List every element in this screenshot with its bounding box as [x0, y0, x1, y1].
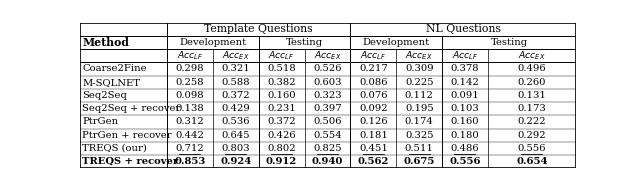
- Text: 0.309: 0.309: [405, 64, 433, 74]
- Text: 0.562: 0.562: [358, 157, 389, 166]
- Text: $Acc_{EX}$: $Acc_{EX}$: [314, 50, 341, 62]
- Text: 0.382: 0.382: [268, 78, 296, 87]
- Text: 0.556: 0.556: [518, 144, 546, 153]
- Text: 0.076: 0.076: [359, 91, 388, 100]
- Text: 0.292: 0.292: [518, 131, 546, 140]
- Text: $Acc_{EX}$: $Acc_{EX}$: [405, 50, 433, 62]
- Text: $Acc_{LF}$: $Acc_{LF}$: [177, 50, 203, 62]
- Text: 0.397: 0.397: [313, 104, 342, 113]
- Text: 0.556: 0.556: [449, 157, 481, 166]
- Text: NL Questions: NL Questions: [426, 24, 500, 34]
- Text: 0.912: 0.912: [266, 157, 297, 166]
- Text: 0.451: 0.451: [359, 144, 388, 153]
- Text: $Acc_{LF}$: $Acc_{LF}$: [452, 50, 478, 62]
- Text: Development: Development: [363, 38, 430, 47]
- Text: 0.511: 0.511: [405, 144, 434, 153]
- Text: $Acc_{LF}$: $Acc_{LF}$: [268, 50, 295, 62]
- Text: 0.160: 0.160: [451, 117, 479, 126]
- Text: Development: Development: [179, 38, 246, 47]
- Text: 0.654: 0.654: [516, 157, 548, 166]
- Text: 0.112: 0.112: [405, 91, 434, 100]
- Text: 0.442: 0.442: [175, 131, 204, 140]
- Text: Seq2Seq + recover: Seq2Seq + recover: [83, 104, 181, 113]
- Text: 0.092: 0.092: [359, 104, 388, 113]
- Text: 0.645: 0.645: [221, 131, 250, 140]
- Text: $Acc_{EX}$: $Acc_{EX}$: [222, 50, 250, 62]
- Text: 0.378: 0.378: [451, 64, 479, 74]
- Text: 0.940: 0.940: [312, 157, 343, 166]
- Text: 0.131: 0.131: [517, 91, 547, 100]
- Text: 0.603: 0.603: [313, 78, 342, 87]
- Text: Method: Method: [83, 37, 129, 48]
- Text: 0.486: 0.486: [451, 144, 479, 153]
- Text: 0.712: 0.712: [175, 144, 204, 153]
- Text: 0.195: 0.195: [405, 104, 434, 113]
- Text: 0.853: 0.853: [174, 157, 205, 166]
- Text: TREQS + recover: TREQS + recover: [83, 157, 179, 166]
- Text: 0.536: 0.536: [221, 117, 250, 126]
- Text: 0.181: 0.181: [359, 131, 388, 140]
- Text: 0.372: 0.372: [221, 91, 250, 100]
- Text: 0.372: 0.372: [268, 117, 296, 126]
- Text: 0.231: 0.231: [268, 104, 296, 113]
- Text: 0.506: 0.506: [313, 117, 342, 126]
- Text: 0.160: 0.160: [268, 91, 296, 100]
- Text: 0.803: 0.803: [221, 144, 250, 153]
- Text: 0.138: 0.138: [175, 104, 204, 113]
- Text: 0.086: 0.086: [359, 78, 388, 87]
- Text: TREQS (our): TREQS (our): [83, 144, 147, 153]
- Text: 0.588: 0.588: [221, 78, 250, 87]
- Text: 0.098: 0.098: [175, 91, 204, 100]
- Text: 0.260: 0.260: [518, 78, 546, 87]
- Text: 0.802: 0.802: [268, 144, 296, 153]
- Text: 0.924: 0.924: [220, 157, 252, 166]
- Text: 0.323: 0.323: [313, 91, 342, 100]
- Text: 0.091: 0.091: [451, 91, 479, 100]
- Text: 0.554: 0.554: [313, 131, 342, 140]
- Text: 0.126: 0.126: [359, 117, 388, 126]
- Text: $Acc_{LF}$: $Acc_{LF}$: [360, 50, 387, 62]
- Text: M-SQLNET: M-SQLNET: [83, 78, 141, 87]
- Text: 0.518: 0.518: [268, 64, 296, 74]
- Text: 0.217: 0.217: [359, 64, 388, 74]
- Text: 0.222: 0.222: [518, 117, 546, 126]
- Text: 0.298: 0.298: [175, 64, 204, 74]
- Text: 0.675: 0.675: [404, 157, 435, 166]
- Text: 0.258: 0.258: [175, 78, 204, 87]
- Text: 0.321: 0.321: [221, 64, 250, 74]
- Text: Seq2Seq: Seq2Seq: [83, 91, 127, 100]
- Text: 0.174: 0.174: [405, 117, 434, 126]
- Text: PtrGen: PtrGen: [83, 117, 118, 126]
- Text: PtrGen + recover: PtrGen + recover: [83, 131, 172, 140]
- Text: Coarse2Fine: Coarse2Fine: [83, 64, 147, 74]
- Text: 0.526: 0.526: [313, 64, 342, 74]
- Text: 0.429: 0.429: [221, 104, 250, 113]
- Text: 0.103: 0.103: [451, 104, 479, 113]
- Text: Testing: Testing: [286, 38, 323, 47]
- Text: 0.180: 0.180: [451, 131, 479, 140]
- Text: 0.496: 0.496: [518, 64, 546, 74]
- Text: 0.173: 0.173: [518, 104, 546, 113]
- Text: $Acc_{EX}$: $Acc_{EX}$: [518, 50, 546, 62]
- Text: 0.325: 0.325: [405, 131, 433, 140]
- Text: 0.225: 0.225: [405, 78, 433, 87]
- Text: 0.312: 0.312: [175, 117, 204, 126]
- Text: Testing: Testing: [490, 38, 527, 47]
- Text: 0.825: 0.825: [313, 144, 342, 153]
- Text: 0.142: 0.142: [451, 78, 479, 87]
- Text: Template Questions: Template Questions: [204, 24, 313, 34]
- Text: 0.426: 0.426: [268, 131, 296, 140]
